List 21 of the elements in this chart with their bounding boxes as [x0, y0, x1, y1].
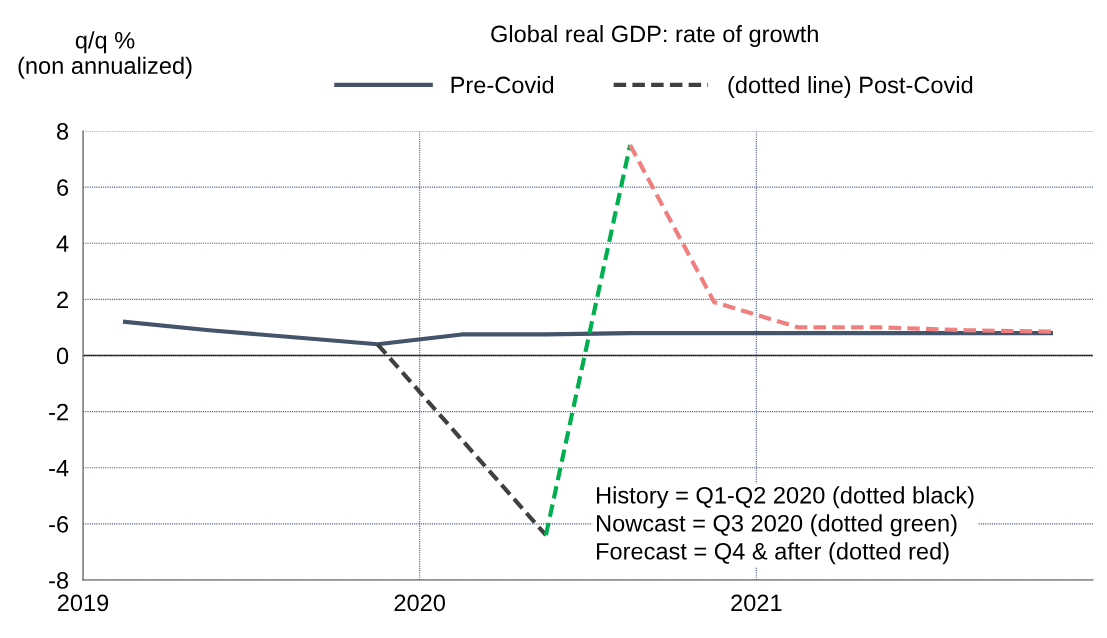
y-tick-label: 0	[56, 347, 69, 365]
y-tick-label: 8	[57, 123, 69, 140]
y-tick-label: -8	[49, 572, 69, 589]
legend-label: Pre-Covid	[451, 76, 554, 94]
y-tick-label: 6	[57, 179, 69, 196]
legend-label: (dotted line) Post-Covid	[728, 76, 973, 98]
y-tick-label: -2	[49, 403, 68, 421]
y-tick-label: 2	[57, 291, 68, 308]
annotation: Nowcast = Q3 2020 (dotted green)	[597, 514, 957, 537]
x-tick-label: 2019	[57, 594, 109, 612]
y-tick-label: -4	[49, 460, 69, 477]
y-axis-title: q/q % (non annualized)	[18, 31, 192, 79]
y-tick-label: -6	[49, 515, 69, 533]
x-tick-label: 2020	[394, 594, 446, 612]
annotation: Forecast = Q4 & after (dotted red)	[597, 542, 949, 565]
y-tick-label: 4	[56, 235, 69, 252]
annotation: History = Q1-Q2 2020 (dotted black)	[597, 486, 974, 509]
x-tick-label: 2021	[731, 594, 782, 612]
line-series	[627, 142, 1054, 334]
line-series	[122, 319, 1054, 347]
chart-title: Global real GDP: rate of growth	[491, 25, 818, 47]
